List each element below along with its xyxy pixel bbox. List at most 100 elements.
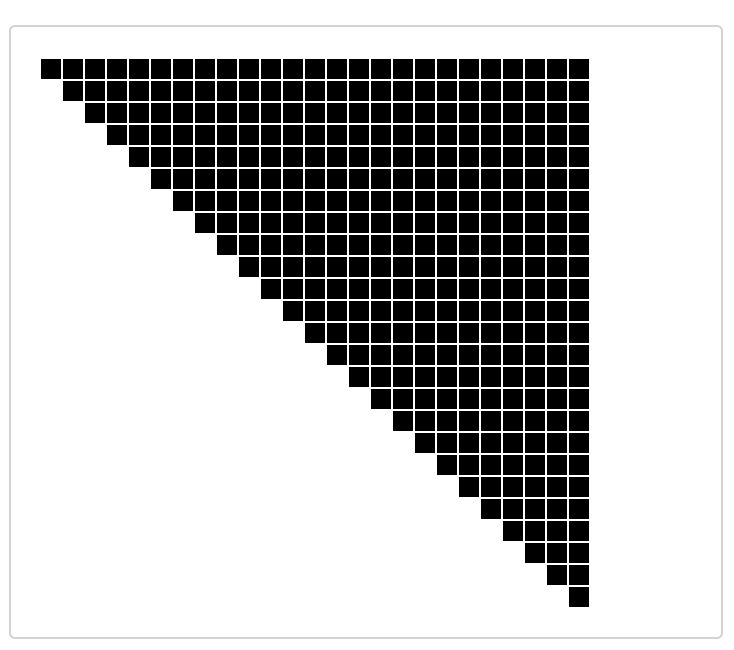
grid-cell bbox=[283, 125, 303, 145]
grid-cell bbox=[569, 81, 589, 101]
grid-cell bbox=[85, 81, 105, 101]
grid-cell bbox=[327, 169, 347, 189]
grid-cell bbox=[415, 411, 435, 431]
grid-cell bbox=[217, 191, 237, 211]
grid-cell bbox=[349, 147, 369, 167]
grid-cell bbox=[327, 213, 347, 233]
grid-cell bbox=[525, 521, 545, 541]
grid-cell bbox=[217, 59, 237, 79]
grid-cell bbox=[305, 323, 325, 343]
grid-cell bbox=[283, 59, 303, 79]
grid-cell bbox=[459, 477, 479, 497]
grid-cell bbox=[481, 257, 501, 277]
grid-cell bbox=[547, 477, 567, 497]
grid-cell bbox=[569, 125, 589, 145]
grid-cell bbox=[371, 191, 391, 211]
grid-cell bbox=[415, 81, 435, 101]
grid-cell bbox=[459, 235, 479, 255]
grid-cell bbox=[569, 59, 589, 79]
grid-cell bbox=[107, 81, 127, 101]
grid-cell bbox=[327, 59, 347, 79]
grid-cell bbox=[393, 59, 413, 79]
grid-cell bbox=[85, 59, 105, 79]
grid-cell bbox=[481, 301, 501, 321]
grid-cell bbox=[283, 169, 303, 189]
grid-cell bbox=[173, 125, 193, 145]
grid-cell bbox=[503, 213, 523, 233]
grid-cell bbox=[195, 169, 215, 189]
grid-cell bbox=[503, 499, 523, 519]
grid-cell bbox=[437, 301, 457, 321]
grid-cell bbox=[195, 191, 215, 211]
grid-cell bbox=[547, 411, 567, 431]
grid-cell bbox=[327, 191, 347, 211]
grid-cell bbox=[305, 257, 325, 277]
grid-cell bbox=[349, 81, 369, 101]
grid-cell bbox=[415, 213, 435, 233]
grid-cell bbox=[261, 147, 281, 167]
grid-cell bbox=[503, 125, 523, 145]
grid-cell bbox=[569, 169, 589, 189]
grid-cell bbox=[503, 411, 523, 431]
grid-cell bbox=[261, 235, 281, 255]
grid-cell bbox=[327, 81, 347, 101]
grid-cell bbox=[415, 257, 435, 277]
grid-cell bbox=[217, 213, 237, 233]
grid-cell bbox=[349, 323, 369, 343]
grid-cell bbox=[415, 279, 435, 299]
grid-cell bbox=[415, 433, 435, 453]
grid-cell bbox=[107, 103, 127, 123]
grid-cell bbox=[459, 301, 479, 321]
grid-cell bbox=[129, 81, 149, 101]
grid-cell bbox=[569, 147, 589, 167]
grid-cell bbox=[261, 59, 281, 79]
grid-cell bbox=[349, 169, 369, 189]
grid-cell bbox=[327, 125, 347, 145]
grid-cell bbox=[63, 81, 83, 101]
grid-cell bbox=[459, 345, 479, 365]
grid-cell bbox=[569, 389, 589, 409]
grid-cell bbox=[327, 257, 347, 277]
grid-cell bbox=[371, 147, 391, 167]
grid-cell bbox=[371, 81, 391, 101]
grid-cell bbox=[393, 279, 413, 299]
grid-cell bbox=[525, 147, 545, 167]
grid-cell bbox=[459, 213, 479, 233]
grid-cell bbox=[481, 433, 501, 453]
grid-cell bbox=[525, 59, 545, 79]
grid-cell bbox=[481, 191, 501, 211]
grid-cell bbox=[349, 59, 369, 79]
grid-cell bbox=[525, 103, 545, 123]
grid-cell bbox=[547, 125, 567, 145]
grid-cell bbox=[415, 367, 435, 387]
grid-cell bbox=[503, 389, 523, 409]
grid-cell bbox=[525, 257, 545, 277]
grid-cell bbox=[305, 81, 325, 101]
grid-cell bbox=[525, 433, 545, 453]
grid-cell bbox=[503, 455, 523, 475]
grid-cell bbox=[525, 499, 545, 519]
grid-cell bbox=[437, 323, 457, 343]
grid-cell bbox=[261, 125, 281, 145]
grid-cell bbox=[569, 565, 589, 585]
grid-cell bbox=[349, 125, 369, 145]
grid-cell bbox=[503, 433, 523, 453]
grid-cell bbox=[547, 367, 567, 387]
grid-cell bbox=[503, 147, 523, 167]
grid-cell bbox=[151, 169, 171, 189]
grid-cell bbox=[569, 477, 589, 497]
grid-cell bbox=[261, 191, 281, 211]
grid-cell bbox=[503, 521, 523, 541]
grid-cell bbox=[481, 125, 501, 145]
grid-cell bbox=[503, 103, 523, 123]
grid-cell bbox=[261, 257, 281, 277]
grid-cell bbox=[569, 455, 589, 475]
grid-cell bbox=[129, 59, 149, 79]
grid-cell bbox=[173, 147, 193, 167]
grid-cell bbox=[503, 59, 523, 79]
grid-cell bbox=[305, 191, 325, 211]
grid-cell bbox=[481, 323, 501, 343]
grid-cell bbox=[415, 103, 435, 123]
grid-cell bbox=[371, 345, 391, 365]
grid-cell bbox=[173, 81, 193, 101]
